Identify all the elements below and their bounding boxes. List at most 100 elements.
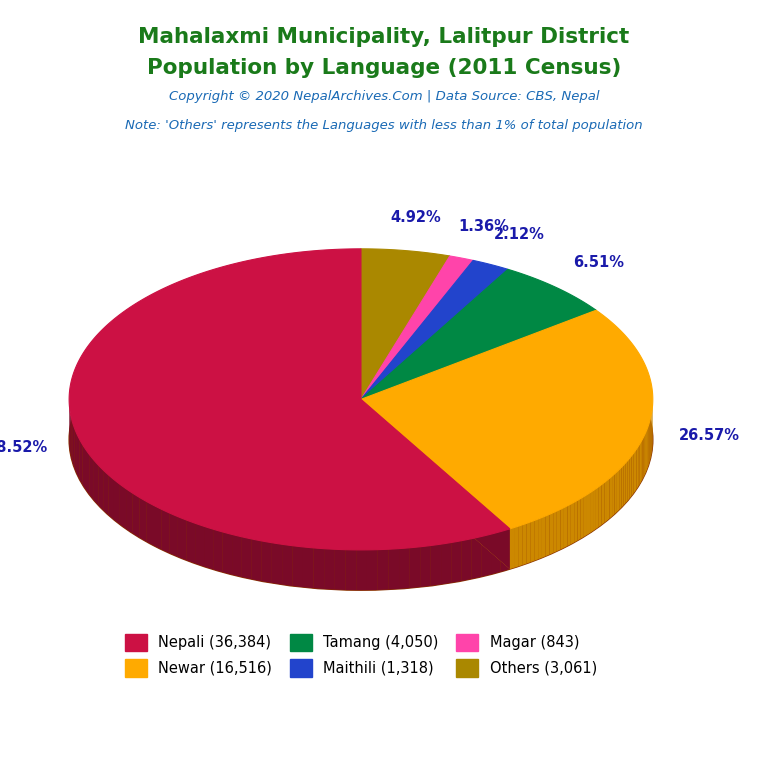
- Polygon shape: [70, 412, 71, 458]
- Polygon shape: [578, 498, 581, 541]
- Polygon shape: [612, 474, 614, 516]
- Polygon shape: [133, 493, 140, 538]
- Polygon shape: [634, 451, 635, 494]
- Polygon shape: [564, 506, 568, 548]
- Polygon shape: [356, 550, 367, 590]
- Polygon shape: [538, 518, 542, 559]
- Polygon shape: [501, 529, 510, 572]
- Polygon shape: [561, 508, 564, 550]
- Polygon shape: [584, 495, 587, 537]
- Polygon shape: [441, 542, 452, 584]
- Polygon shape: [641, 439, 642, 482]
- Polygon shape: [147, 502, 154, 546]
- Polygon shape: [518, 525, 522, 567]
- Polygon shape: [542, 516, 546, 558]
- Polygon shape: [601, 482, 604, 525]
- Polygon shape: [242, 537, 252, 579]
- Polygon shape: [74, 429, 77, 474]
- Polygon shape: [571, 502, 574, 545]
- Polygon shape: [590, 491, 593, 533]
- Polygon shape: [514, 526, 518, 568]
- Polygon shape: [126, 488, 133, 534]
- Text: 6.51%: 6.51%: [574, 255, 624, 270]
- Polygon shape: [621, 465, 624, 508]
- Polygon shape: [361, 399, 510, 569]
- Text: Mahalaxmi Municipality, Lalitpur District: Mahalaxmi Municipality, Lalitpur Distric…: [138, 27, 630, 47]
- Polygon shape: [535, 519, 538, 561]
- Polygon shape: [491, 531, 501, 574]
- Polygon shape: [645, 432, 646, 475]
- Text: 58.52%: 58.52%: [0, 440, 48, 455]
- Polygon shape: [568, 504, 571, 546]
- Polygon shape: [637, 446, 638, 489]
- Text: Population by Language (2011 Census): Population by Language (2011 Census): [147, 58, 621, 78]
- Polygon shape: [626, 461, 627, 503]
- Polygon shape: [214, 529, 223, 572]
- Polygon shape: [335, 549, 346, 590]
- Polygon shape: [530, 521, 535, 562]
- Polygon shape: [94, 460, 98, 505]
- Polygon shape: [610, 476, 612, 518]
- Polygon shape: [624, 463, 626, 505]
- Polygon shape: [420, 545, 431, 587]
- Polygon shape: [120, 484, 126, 529]
- Polygon shape: [313, 548, 324, 589]
- Polygon shape: [648, 425, 649, 467]
- Polygon shape: [409, 547, 420, 588]
- Polygon shape: [361, 399, 510, 569]
- Polygon shape: [631, 453, 634, 496]
- Polygon shape: [630, 456, 631, 498]
- Polygon shape: [73, 423, 74, 468]
- Polygon shape: [361, 249, 450, 399]
- Polygon shape: [178, 517, 187, 561]
- Polygon shape: [581, 496, 584, 538]
- Polygon shape: [204, 526, 214, 570]
- Polygon shape: [614, 472, 617, 515]
- Polygon shape: [232, 535, 242, 577]
- Polygon shape: [361, 270, 596, 399]
- Polygon shape: [596, 487, 599, 529]
- Text: 26.57%: 26.57%: [680, 429, 740, 443]
- Text: Copyright © 2020 NepalArchives.Com | Data Source: CBS, Nepal: Copyright © 2020 NepalArchives.Com | Dat…: [169, 90, 599, 103]
- Polygon shape: [303, 547, 313, 588]
- Polygon shape: [282, 545, 293, 586]
- Polygon shape: [635, 449, 637, 492]
- Polygon shape: [452, 541, 462, 583]
- Polygon shape: [195, 523, 204, 567]
- Polygon shape: [170, 513, 178, 557]
- Polygon shape: [617, 469, 619, 512]
- Polygon shape: [522, 524, 526, 565]
- Polygon shape: [361, 256, 473, 399]
- Polygon shape: [252, 539, 262, 581]
- Polygon shape: [482, 534, 491, 577]
- Polygon shape: [140, 498, 147, 541]
- Polygon shape: [642, 437, 644, 479]
- Polygon shape: [638, 444, 640, 487]
- Polygon shape: [593, 488, 596, 531]
- Polygon shape: [599, 485, 601, 527]
- Polygon shape: [324, 548, 335, 590]
- Polygon shape: [69, 249, 510, 550]
- Polygon shape: [154, 505, 162, 550]
- Text: 2.12%: 2.12%: [494, 227, 545, 243]
- Text: 4.92%: 4.92%: [390, 210, 441, 226]
- Polygon shape: [223, 532, 232, 574]
- Polygon shape: [98, 465, 103, 510]
- Legend: Nepali (36,384), Newar (16,516), Tamang (4,050), Maithili (1,318), Magar (843), : Nepali (36,384), Newar (16,516), Tamang …: [119, 627, 603, 683]
- Polygon shape: [510, 528, 514, 569]
- Polygon shape: [462, 538, 472, 581]
- Polygon shape: [346, 550, 356, 590]
- Polygon shape: [162, 509, 170, 554]
- Polygon shape: [549, 512, 553, 554]
- Polygon shape: [367, 550, 378, 590]
- Polygon shape: [587, 492, 590, 535]
- Polygon shape: [90, 455, 94, 500]
- Polygon shape: [71, 418, 73, 463]
- Polygon shape: [646, 429, 647, 472]
- Polygon shape: [627, 458, 630, 501]
- Text: Note: 'Others' represents the Languages with less than 1% of total population: Note: 'Others' represents the Languages …: [125, 119, 643, 132]
- Ellipse shape: [69, 290, 653, 591]
- Polygon shape: [86, 450, 90, 495]
- Polygon shape: [378, 549, 389, 590]
- Polygon shape: [574, 500, 578, 542]
